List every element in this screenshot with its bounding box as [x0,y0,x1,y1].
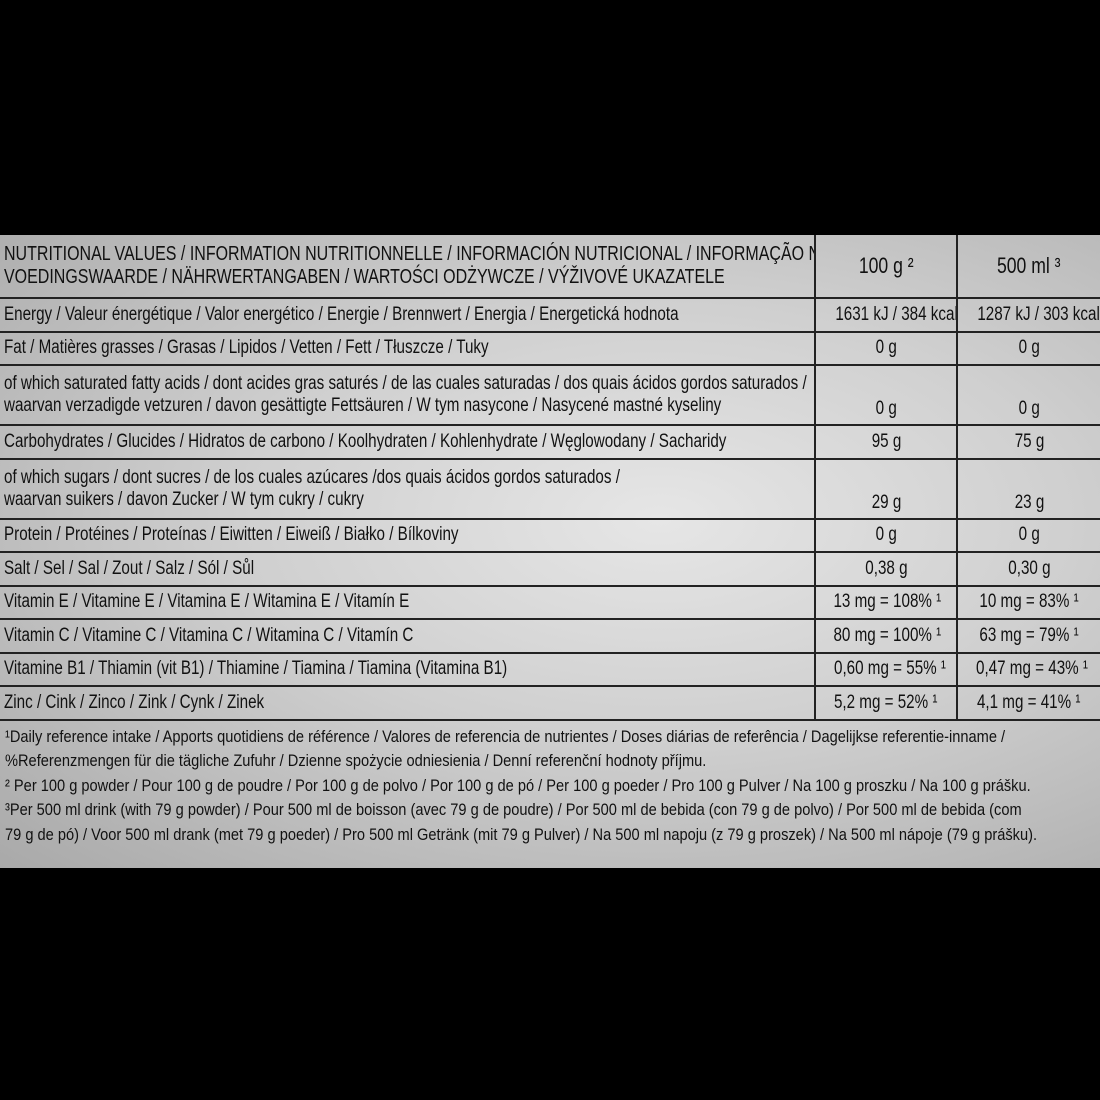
label-line: Protein / Protéines / Proteínas / Eiwitt… [4,524,459,546]
table-row: Zinc / Cink / Zinco / Zink / Cynk / Zine… [0,686,1100,721]
table-row: Protein / Protéines / Proteínas / Eiwitt… [0,518,1100,553]
value-100g: 95 g [814,425,957,460]
title-line: VOEDINGSWAARDE / NÄHRWERTANGABEN / WARTO… [4,266,725,288]
table-row: Vitamine B1 / Thiamin (vit B1) / Thiamin… [0,652,1100,687]
value-100g: 1631 kJ / 384 kcal [814,298,957,333]
column-header-100g: 100 g ² [814,235,957,299]
value-500ml: 1287 kJ / 303 kcal [956,298,1100,333]
value-500ml: 0,47 mg = 43% ¹ [956,652,1100,687]
table-row: Vitamin C / Vitamine C / Vitamina C / Wi… [0,619,1100,654]
value-500ml: 0 g [956,331,1100,366]
footnote: 79 g de pó) / Voor 500 ml drank (met 79 … [5,824,1038,844]
label-line: of which saturated fatty acids / dont ac… [4,373,807,394]
value-100g: 0 g [814,331,957,366]
label-line: of which sugars / dont sucres / de los c… [4,466,620,488]
footnote: ³Per 500 ml drink (with 79 g powder) / P… [5,800,1022,819]
nutrition-label: NUTRITIONAL VALUES / INFORMATION NUTRITI… [0,235,1100,868]
value-100g: 0,60 mg = 55% ¹ [814,652,957,687]
nutrient-label: Protein / Protéines / Proteínas / Eiwitt… [0,518,815,553]
label-line: Carbohydrates / Glucides / Hidratos de c… [4,430,727,452]
label-line: Vitamin C / Vitamine C / Vitamina C / Wi… [4,624,414,646]
label-line: waarvan suikers / davon Zucker / W tym c… [4,488,364,510]
value-100g: 5,2 mg = 52% ¹ [814,686,957,721]
nutrient-label: of which sugars / dont sucres / de los c… [0,458,815,520]
value-500ml: 0 g [956,365,1100,426]
table-row: Salt / Sel / Sal / Zout / Salz / Sól / S… [0,552,1100,587]
value-500ml: 63 mg = 79% ¹ [956,619,1100,654]
value-100g: 0 g [814,518,957,553]
table-row: Fat / Matières grasses / Grasas / Lipido… [0,331,1100,366]
label-line: Energy / Valeur énergétique / Valor ener… [4,303,679,325]
table-row: of which sugars / dont sucres / de los c… [0,458,1100,520]
value-500ml: 0,30 g [956,552,1100,587]
value-500ml: 10 mg = 83% ¹ [956,585,1100,620]
value-100g: 29 g [814,458,957,520]
value-500ml: 23 g [956,458,1100,520]
nutrient-label: Salt / Sel / Sal / Zout / Salz / Sól / S… [0,552,815,587]
value-100g: 80 mg = 100% ¹ [814,619,957,654]
nutrient-label: of which saturated fatty acids / dont ac… [0,365,815,426]
label-line: Salt / Sel / Sal / Zout / Salz / Sól / S… [4,557,255,579]
value-100g: 13 mg = 108% ¹ [814,585,957,620]
footnote: ² Per 100 g powder / Pour 100 g de poudr… [5,775,1031,795]
nutrient-label: Fat / Matières grasses / Grasas / Lipido… [0,331,815,366]
value-100g: 0,38 g [814,552,957,587]
value-500ml: 4,1 mg = 41% ¹ [956,686,1100,721]
table-row: of which saturated fatty acids / dont ac… [0,365,1100,426]
nutrient-label: Vitamin C / Vitamine C / Vitamina C / Wi… [0,619,815,654]
header-row: NUTRITIONAL VALUES / INFORMATION NUTRITI… [0,235,1100,299]
footnotes: ¹Daily reference intake / Apports quotid… [0,721,1100,852]
label-line: Zinc / Cink / Zinco / Zink / Cynk / Zine… [4,691,265,713]
nutrient-label: Energy / Valeur énergétique / Valor ener… [0,298,815,333]
footnote: %Referenzmengen für die tägliche Zufuhr … [5,751,707,770]
nutrient-label: Vitamin E / Vitamine E / Vitamina E / Wi… [0,585,815,620]
nutrient-label: Zinc / Cink / Zinco / Zink / Cynk / Zine… [0,686,815,721]
label-line: Vitamine B1 / Thiamin (vit B1) / Thiamin… [4,658,508,680]
table-row: Energy / Valeur énergétique / Valor ener… [0,298,1100,333]
table-row: Carbohydrates / Glucides / Hidratos de c… [0,425,1100,460]
nutrient-label: Carbohydrates / Glucides / Hidratos de c… [0,425,815,460]
nutrient-label: Vitamine B1 / Thiamin (vit B1) / Thiamin… [0,652,815,687]
column-header-500ml: 500 ml ³ [956,235,1100,299]
title-line: NUTRITIONAL VALUES / INFORMATION NUTRITI… [4,243,815,265]
footnote: ¹Daily reference intake / Apports quotid… [5,726,1006,746]
value-100g: 0 g [814,365,957,426]
value-500ml: 75 g [956,425,1100,460]
label-line: Fat / Matières grasses / Grasas / Lipido… [4,337,489,359]
table-title: NUTRITIONAL VALUES / INFORMATION NUTRITI… [0,235,815,299]
table-row: Vitamin E / Vitamine E / Vitamina E / Wi… [0,585,1100,620]
label-line: Vitamin E / Vitamine E / Vitamina E / Wi… [4,591,410,613]
label-line: waarvan verzadigde vetzuren / davon gesä… [4,395,722,416]
value-500ml: 0 g [956,518,1100,553]
nutrition-table: NUTRITIONAL VALUES / INFORMATION NUTRITI… [0,235,1100,721]
